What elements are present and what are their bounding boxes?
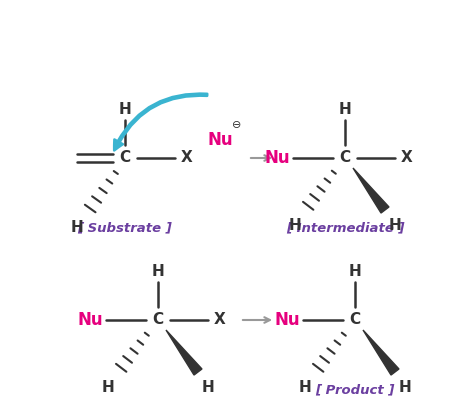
Text: [ Substrate ]: [ Substrate ] (78, 221, 173, 235)
Text: C: C (339, 150, 351, 166)
Text: C: C (349, 313, 361, 328)
Text: H: H (152, 264, 164, 280)
Text: X: X (214, 313, 226, 328)
Text: Nu: Nu (77, 311, 103, 329)
Text: X: X (401, 150, 413, 166)
Text: H: H (338, 102, 351, 118)
Text: Nu: Nu (207, 131, 233, 149)
Text: H: H (289, 218, 301, 233)
Text: C: C (119, 150, 130, 166)
Text: H: H (348, 264, 361, 280)
Text: H: H (399, 380, 411, 394)
Text: Nu: Nu (274, 311, 300, 329)
Text: ⊖: ⊖ (232, 120, 242, 130)
Text: H: H (299, 380, 311, 394)
Text: H: H (101, 380, 114, 394)
Text: [ Product ]: [ Product ] (315, 384, 395, 396)
Text: H: H (118, 102, 131, 118)
Text: X: X (181, 150, 193, 166)
Text: [ Intermediate ]: [ Intermediate ] (286, 221, 404, 235)
Polygon shape (353, 168, 389, 213)
Text: H: H (389, 218, 401, 233)
Text: C: C (153, 313, 164, 328)
Text: H: H (201, 380, 214, 394)
FancyArrowPatch shape (114, 94, 207, 150)
Text: H: H (71, 221, 83, 235)
Polygon shape (166, 330, 202, 375)
Polygon shape (363, 330, 399, 375)
Text: Nu: Nu (264, 149, 290, 167)
